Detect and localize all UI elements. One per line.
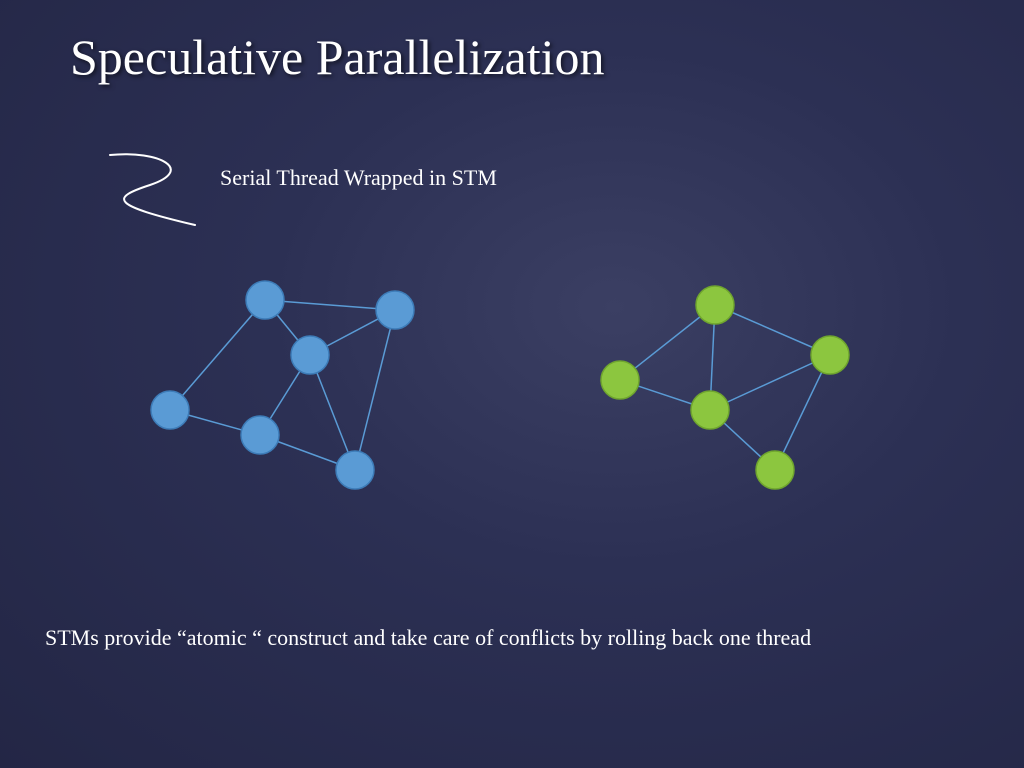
squiggle-icon [110, 154, 195, 225]
blue-graph-edge [170, 300, 265, 410]
blue-graph-node [151, 391, 189, 429]
green-graph-node [756, 451, 794, 489]
blue-graph-node [291, 336, 329, 374]
green-graph-node [691, 391, 729, 429]
green-graph-node [601, 361, 639, 399]
diagram-canvas [0, 0, 1024, 768]
blue-graph-node [241, 416, 279, 454]
green-graph-node [696, 286, 734, 324]
blue-graph-edge [355, 310, 395, 470]
blue-graph-node [246, 281, 284, 319]
blue-graph-node [336, 451, 374, 489]
green-graph-edge [710, 355, 830, 410]
green-graph-node [811, 336, 849, 374]
blue-graph-node [376, 291, 414, 329]
